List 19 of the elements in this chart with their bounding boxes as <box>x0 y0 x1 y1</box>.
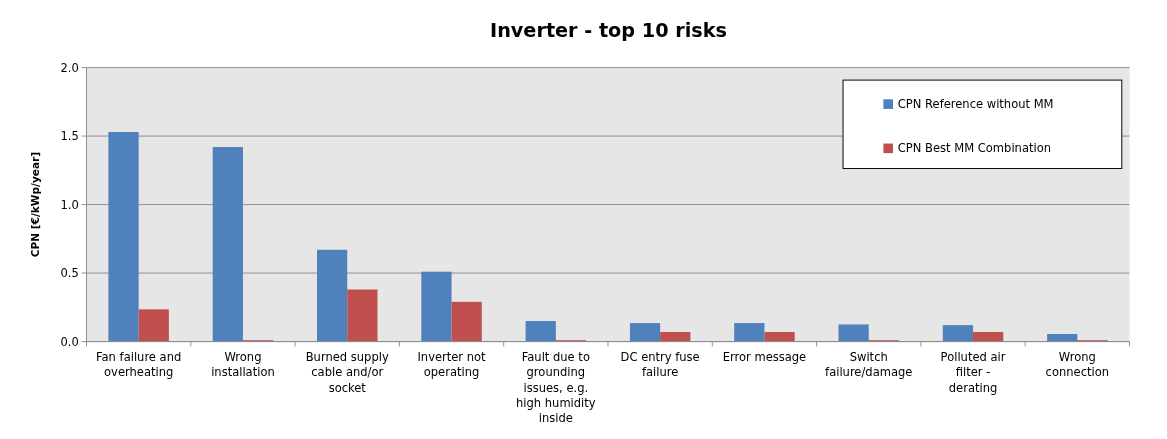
x-tick-label: Polluted air filter - derating <box>940 349 1006 395</box>
chart-title: Inverter - top 10 risks <box>490 18 727 42</box>
y-tick-label: 1.5 <box>60 129 79 144</box>
x-tick-label: DC entry fuse failure <box>620 349 700 380</box>
legend-label: CPN Best MM Combination <box>897 141 1052 156</box>
y-tick-label: 0.0 <box>60 334 79 349</box>
x-tick-label: Inverter not operating <box>417 349 487 380</box>
x-tick-label: Fault due to grounding issues, e.g. high humidity inside <box>516 349 596 426</box>
y-axis-title: CPN [€/kWp/year] <box>29 151 42 258</box>
x-tick-label: Wrong installation <box>211 349 275 380</box>
x-tick-label: Switch failure/damage <box>825 349 913 380</box>
y-tick-label: 1.0 <box>60 197 79 212</box>
x-tick-label: Wrong connection <box>1045 349 1110 380</box>
y-tick-label: 2.0 <box>60 60 79 75</box>
y-tick-label: 0.5 <box>60 266 79 281</box>
x-tick-label: Fan failure and overheating <box>96 349 182 380</box>
x-tick-label: Error message <box>722 349 807 364</box>
x-tick-label: Burned supply cable and/or socket <box>305 349 389 395</box>
legend-label: CPN Reference without MM <box>897 97 1054 112</box>
